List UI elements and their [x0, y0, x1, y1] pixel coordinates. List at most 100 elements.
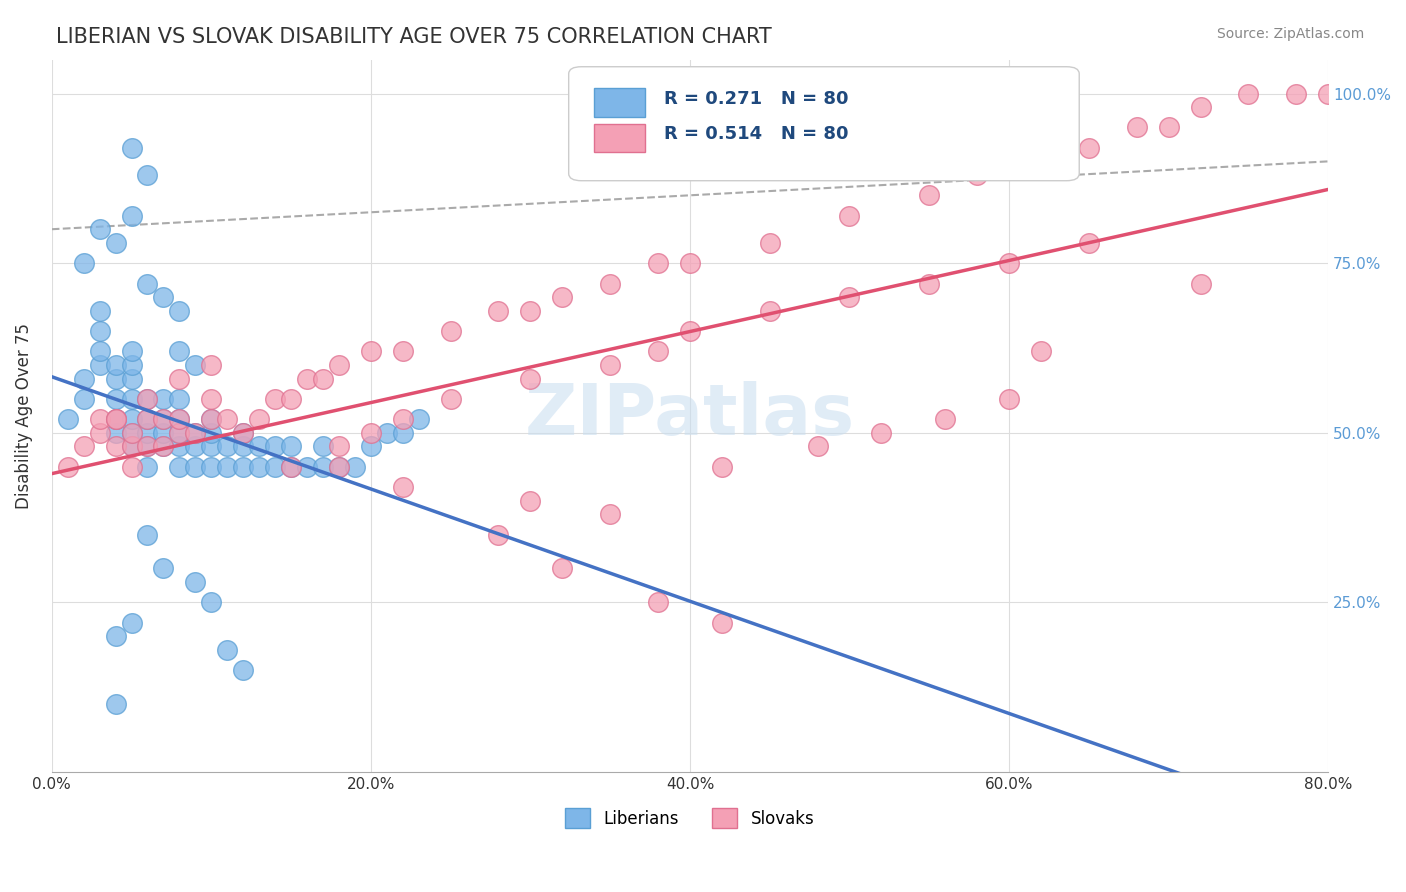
Liberians	[121, 425, 143, 440]
Text: ZIPatlas: ZIPatlas	[524, 381, 855, 450]
Liberians	[104, 629, 127, 643]
Liberians	[343, 459, 366, 474]
Liberians	[295, 459, 318, 474]
Liberians	[217, 643, 239, 657]
Liberians	[391, 425, 413, 440]
Slovaks	[280, 459, 302, 474]
Liberians	[121, 209, 143, 223]
FancyBboxPatch shape	[568, 67, 1080, 181]
Slovaks	[152, 412, 174, 426]
Slovaks	[439, 324, 461, 338]
Slovaks	[838, 290, 860, 304]
Slovaks	[200, 392, 222, 406]
Slovaks	[1157, 120, 1180, 135]
Liberians	[152, 425, 174, 440]
Slovaks	[89, 412, 111, 426]
Slovaks	[217, 412, 239, 426]
Slovaks	[200, 412, 222, 426]
Slovaks	[104, 439, 127, 453]
Liberians	[136, 459, 159, 474]
Slovaks	[519, 493, 541, 508]
Slovaks	[934, 412, 956, 426]
Slovaks	[679, 256, 702, 270]
Liberians	[200, 439, 222, 453]
Slovaks	[599, 358, 621, 372]
Slovaks	[1077, 141, 1099, 155]
Slovaks	[647, 595, 669, 609]
Slovaks	[136, 392, 159, 406]
Slovaks	[806, 439, 828, 453]
Slovaks	[519, 371, 541, 385]
Y-axis label: Disability Age Over 75: Disability Age Over 75	[15, 323, 32, 508]
Slovaks	[488, 303, 510, 318]
Liberians	[200, 425, 222, 440]
Slovaks	[391, 412, 413, 426]
Liberians	[56, 412, 79, 426]
Liberians	[312, 439, 335, 453]
Slovaks	[488, 527, 510, 541]
Liberians	[136, 527, 159, 541]
Slovaks	[1077, 235, 1099, 250]
Slovaks	[1189, 100, 1212, 114]
Bar	[595, 88, 645, 117]
Liberians	[104, 412, 127, 426]
Liberians	[104, 697, 127, 711]
Liberians	[217, 459, 239, 474]
Liberians	[200, 459, 222, 474]
Bar	[595, 124, 645, 153]
Slovaks	[295, 371, 318, 385]
Slovaks	[104, 412, 127, 426]
Liberians	[136, 425, 159, 440]
Slovaks	[1285, 87, 1308, 101]
Liberians	[152, 439, 174, 453]
Liberians	[169, 412, 191, 426]
Liberians	[184, 575, 207, 590]
Slovaks	[710, 615, 733, 630]
Slovaks	[1029, 344, 1052, 359]
Liberians	[280, 439, 302, 453]
Slovaks	[551, 290, 574, 304]
Liberians	[200, 595, 222, 609]
Liberians	[264, 439, 287, 453]
Slovaks	[360, 344, 382, 359]
Liberians	[152, 290, 174, 304]
Slovaks	[1189, 277, 1212, 291]
Slovaks	[679, 324, 702, 338]
Liberians	[169, 303, 191, 318]
Liberians	[184, 425, 207, 440]
Liberians	[136, 168, 159, 182]
Liberians	[121, 358, 143, 372]
Slovaks	[89, 425, 111, 440]
Liberians	[73, 256, 96, 270]
Slovaks	[599, 277, 621, 291]
Slovaks	[121, 439, 143, 453]
Slovaks	[264, 392, 287, 406]
Text: LIBERIAN VS SLOVAK DISABILITY AGE OVER 75 CORRELATION CHART: LIBERIAN VS SLOVAK DISABILITY AGE OVER 7…	[56, 27, 772, 46]
Liberians	[121, 392, 143, 406]
Slovaks	[998, 256, 1021, 270]
Slovaks	[391, 344, 413, 359]
Liberians	[89, 344, 111, 359]
Liberians	[104, 371, 127, 385]
Slovaks	[328, 358, 350, 372]
Liberians	[121, 615, 143, 630]
Slovaks	[551, 561, 574, 575]
Liberians	[217, 439, 239, 453]
Slovaks	[391, 480, 413, 494]
Slovaks	[1237, 87, 1260, 101]
Liberians	[89, 358, 111, 372]
Liberians	[169, 392, 191, 406]
Liberians	[136, 277, 159, 291]
Slovaks	[200, 358, 222, 372]
Liberians	[73, 371, 96, 385]
Slovaks	[280, 392, 302, 406]
Slovaks	[519, 303, 541, 318]
Liberians	[152, 392, 174, 406]
Slovaks	[439, 392, 461, 406]
Slovaks	[1125, 120, 1147, 135]
Slovaks	[56, 459, 79, 474]
Liberians	[121, 344, 143, 359]
Liberians	[121, 371, 143, 385]
Liberians	[247, 439, 270, 453]
Liberians	[89, 222, 111, 236]
